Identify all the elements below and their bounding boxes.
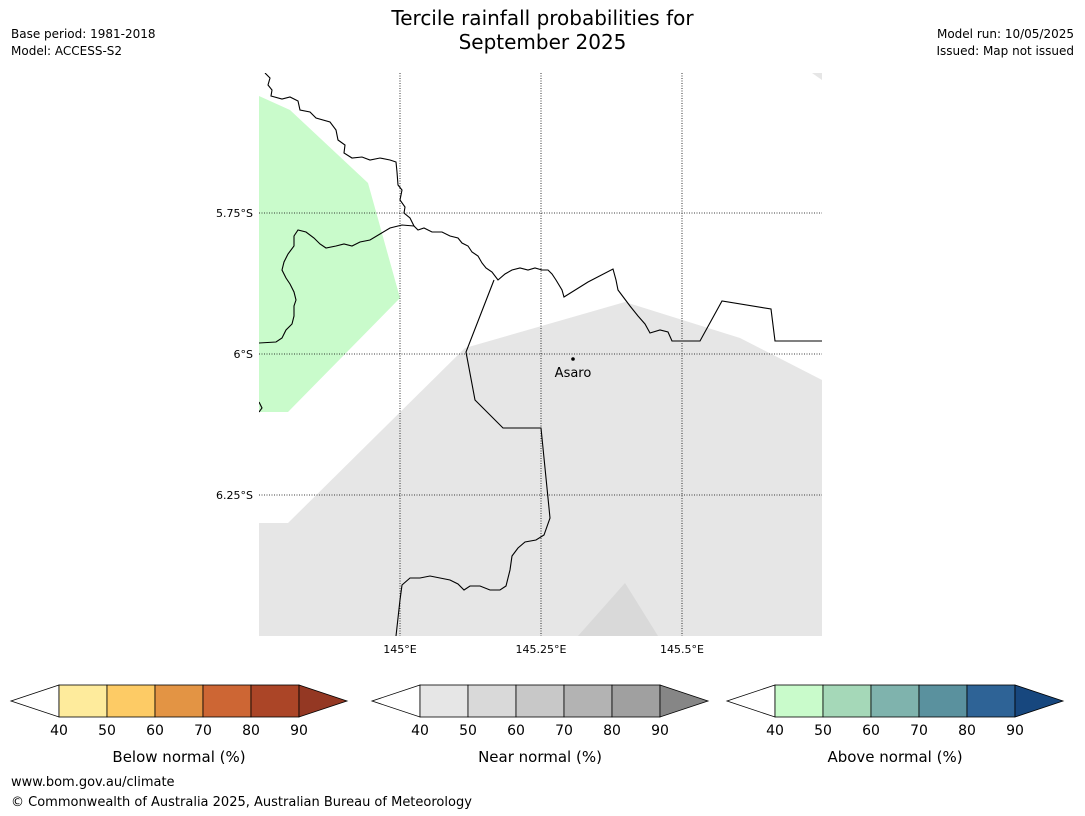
colorbar-tick: 40	[50, 723, 68, 739]
colorbar-segment-70-80	[563, 684, 613, 718]
footer-url[interactable]: www.bom.gov.au/climate	[11, 775, 175, 790]
colorbar-segment-max	[659, 684, 710, 718]
colorbar-segment-min	[9, 684, 60, 718]
asaro-marker	[571, 357, 575, 361]
province-boundary-sw	[259, 401, 263, 413]
meta-right: Model run: 10/05/2025 Issued: Map not is…	[936, 26, 1074, 60]
colorbar-segment-80-90	[966, 684, 1016, 718]
map-title-line1: Tercile rainfall probabilities for	[391, 6, 694, 30]
map-title-line2: September 2025	[458, 30, 627, 54]
colorbar-tick: 50	[98, 723, 116, 739]
colorbar-below-normal: 40 50 60 70 80 90 Below normal (%)	[9, 684, 349, 766]
colorbar-label: Below normal (%)	[112, 748, 245, 766]
meta-left: Base period: 1981-2018 Model: ACCESS-S2	[11, 26, 156, 60]
colorbar-segment-80-90	[250, 684, 300, 718]
colorbar-tick: 80	[603, 723, 621, 739]
colorbar-label: Near normal (%)	[478, 748, 602, 766]
colorbar-tick: 70	[555, 723, 573, 739]
asaro-label: Asaro	[555, 366, 592, 381]
near-normal-region	[259, 302, 822, 636]
lat-label-600: 6°S	[234, 348, 253, 361]
colorbar-segment-70-80	[918, 684, 968, 718]
colorbar-segment-50-60	[106, 684, 156, 718]
colorbar-segment-60-70	[870, 684, 920, 718]
colorbar-tick: 60	[146, 723, 164, 739]
lon-label-14525: 145.25°E	[516, 643, 567, 656]
base-period-text: Base period: 1981-2018	[11, 27, 156, 41]
colorbar-near-normal: 40 50 60 70 80 90 Near normal (%)	[370, 684, 710, 766]
above-normal-region	[259, 96, 400, 412]
colorbar-tick: 50	[814, 723, 832, 739]
colorbar-segment-max	[1014, 684, 1065, 718]
lon-label-14500: 145°E	[383, 643, 416, 656]
colorbar-tick: 40	[411, 723, 429, 739]
colorbar-segment-max	[298, 684, 349, 718]
colorbar-segment-50-60	[467, 684, 517, 718]
colorbar-tick: 50	[459, 723, 477, 739]
colorbar-tick: 40	[766, 723, 784, 739]
colorbar-tick: 70	[910, 723, 928, 739]
colorbar-segment-40-50	[419, 684, 469, 718]
colorbar-segment-min	[725, 684, 776, 718]
near-normal-corner	[812, 73, 822, 80]
lon-label-14550: 145.5°E	[660, 643, 704, 656]
colorbar-segment-60-70	[515, 684, 565, 718]
colorbar-segment-70-80	[202, 684, 252, 718]
footer-copyright: © Commonwealth of Australia 2025, Austra…	[11, 795, 472, 810]
colorbar-segment-60-70	[154, 684, 204, 718]
near-normal-50-region	[578, 583, 658, 636]
colorbar-tick: 80	[242, 723, 260, 739]
colorbar-tick: 90	[290, 723, 308, 739]
lat-label-575: 5.75°S	[216, 207, 253, 220]
colorbar-tick: 60	[862, 723, 880, 739]
colorbar-tick: 70	[194, 723, 212, 739]
colorbar-segment-min	[370, 684, 421, 718]
colorbar-segment-50-60	[822, 684, 872, 718]
colorbar-tick: 60	[507, 723, 525, 739]
colorbar-tick: 90	[651, 723, 669, 739]
map-plot-area	[259, 73, 822, 636]
colorbar-tick: 80	[958, 723, 976, 739]
colorbar-segment-40-50	[774, 684, 824, 718]
model-run-text: Model run: 10/05/2025	[936, 27, 1074, 41]
map-title: Tercile rainfall probabilities for Septe…	[0, 6, 1085, 54]
colorbar-segment-80-90	[611, 684, 661, 718]
colorbar-tick: 90	[1006, 723, 1024, 739]
colorbar-above-normal: 40 50 60 70 80 90 Above normal (%)	[725, 684, 1065, 766]
lat-label-625: 6.25°S	[216, 489, 253, 502]
issued-text: Issued: Map not issued	[936, 44, 1074, 58]
colorbar-label: Above normal (%)	[827, 748, 962, 766]
colorbar-segment-40-50	[58, 684, 108, 718]
model-text: Model: ACCESS-S2	[11, 44, 123, 58]
province-boundary-west	[259, 224, 415, 344]
province-boundary-north	[264, 73, 822, 342]
province-boundary-south	[395, 279, 551, 636]
